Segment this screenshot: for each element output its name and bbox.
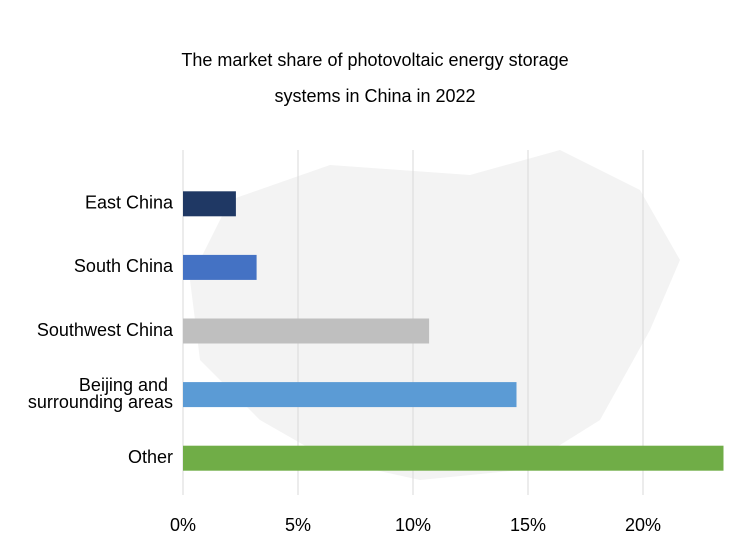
map-background xyxy=(190,150,680,480)
bar xyxy=(183,191,236,217)
chart-title: The market share of photovoltaic energy … xyxy=(181,50,569,106)
y-tick-label: Southwest China xyxy=(37,320,174,340)
bar xyxy=(183,318,430,344)
y-tick-label: Beijing and surrounding areas xyxy=(28,375,173,412)
y-tick-label: East China xyxy=(85,193,174,213)
bar xyxy=(183,254,257,280)
y-tick-label: Other xyxy=(128,447,173,467)
bar xyxy=(183,445,724,471)
x-tick-label: 0% xyxy=(170,515,196,535)
bar xyxy=(183,382,517,408)
x-tick-label: 15% xyxy=(510,515,546,535)
y-tick-label: South China xyxy=(74,256,174,276)
x-tick-label: 10% xyxy=(395,515,431,535)
x-tick-label: 20% xyxy=(625,515,661,535)
x-tick-label: 5% xyxy=(285,515,311,535)
